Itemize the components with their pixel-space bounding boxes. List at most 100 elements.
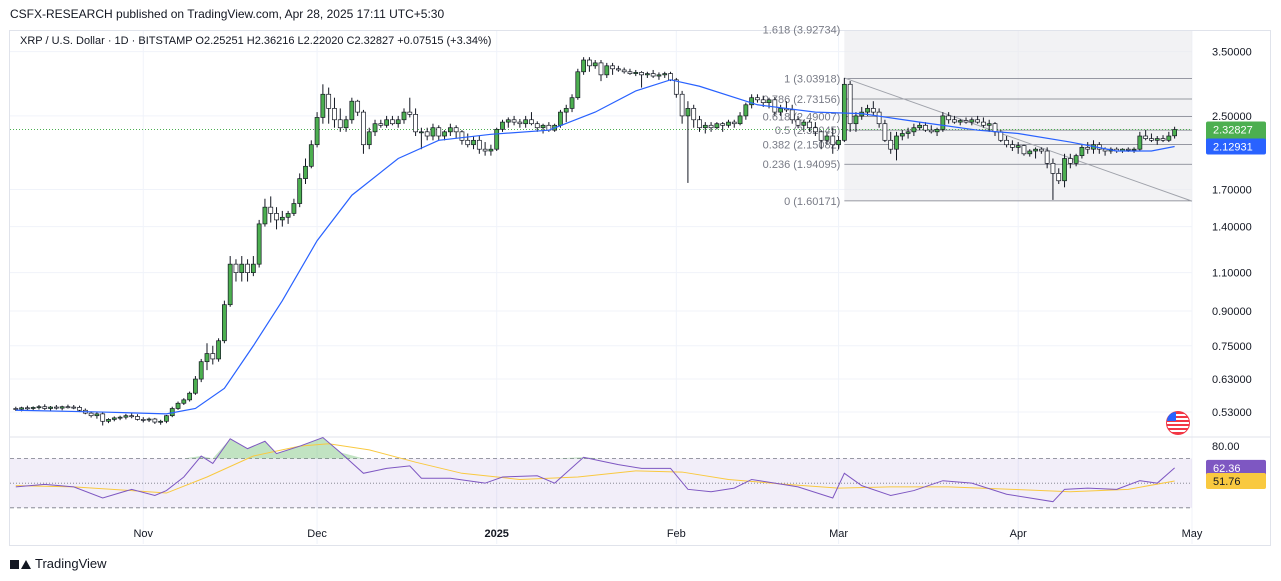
- candle: [1004, 136, 1009, 148]
- candle-body: [534, 123, 540, 129]
- candle: [135, 414, 140, 421]
- candle: [1062, 153, 1067, 188]
- candle-body: [981, 121, 986, 126]
- candle-body: [65, 406, 71, 409]
- candle: [1044, 147, 1050, 169]
- candle: [1033, 147, 1038, 159]
- candle: [204, 343, 210, 371]
- candle-body: [210, 353, 216, 360]
- candle: [59, 405, 65, 411]
- candle-body: [934, 128, 940, 133]
- candle-body: [488, 148, 494, 152]
- candle: [650, 69, 656, 78]
- candle-body: [818, 131, 824, 141]
- candle-body: [899, 133, 905, 137]
- candle-body: [1067, 158, 1073, 164]
- candle-body: [268, 206, 274, 214]
- candle-body: [1050, 162, 1056, 174]
- candle: [523, 115, 529, 128]
- candle: [737, 112, 743, 126]
- candle: [361, 109, 366, 154]
- candle: [500, 119, 505, 132]
- candle: [1166, 131, 1172, 143]
- candle: [946, 112, 952, 124]
- us-flag-icon[interactable]: [1166, 411, 1190, 435]
- candle-body: [847, 83, 853, 125]
- candle-body: [245, 263, 250, 273]
- candle: [923, 122, 928, 132]
- candle: [957, 118, 963, 126]
- candle-body: [685, 108, 691, 117]
- candle: [303, 158, 308, 185]
- candle-body: [668, 73, 673, 81]
- candle: [894, 131, 899, 161]
- candle: [285, 210, 291, 224]
- candle-body: [1085, 147, 1091, 150]
- candle-body: [917, 124, 923, 129]
- candle-body: [140, 419, 146, 421]
- candle-body: [384, 119, 389, 126]
- candle: [905, 127, 911, 139]
- candle: [511, 115, 517, 126]
- candle: [818, 130, 824, 150]
- candle: [1085, 142, 1091, 154]
- candle: [540, 123, 546, 134]
- moving-average-line: [15, 79, 1175, 415]
- candle: [830, 127, 836, 154]
- candle: [1160, 135, 1166, 143]
- candle: [633, 69, 639, 77]
- candle: [836, 136, 841, 150]
- candle-body: [135, 416, 140, 420]
- candle-body: [94, 413, 100, 417]
- candle-body: [465, 139, 471, 146]
- candle: [187, 391, 192, 402]
- candle: [529, 112, 534, 126]
- candle: [430, 123, 436, 141]
- candle-body: [760, 99, 766, 103]
- candle-body: [940, 115, 946, 130]
- candle-body: [708, 124, 714, 129]
- candle: [471, 136, 476, 150]
- candle-body: [569, 97, 575, 109]
- candle: [517, 118, 523, 128]
- candle-body: [442, 131, 447, 137]
- candle: [395, 115, 401, 128]
- price-axis-label: 1.10000: [1212, 268, 1252, 280]
- candle: [714, 122, 720, 130]
- candle-body: [1143, 135, 1149, 139]
- ma-value-tag: 2.12931: [1206, 138, 1266, 155]
- candle-body: [882, 123, 888, 141]
- candle: [899, 130, 905, 141]
- candle: [685, 101, 691, 183]
- candle: [917, 122, 923, 131]
- candle: [152, 417, 158, 424]
- candle: [720, 122, 726, 132]
- candle-body: [529, 119, 534, 125]
- candle: [245, 259, 250, 282]
- footer: TradingView: [10, 556, 107, 571]
- candle-body: [824, 135, 830, 141]
- candle-body: [888, 139, 894, 150]
- candle-body: [1010, 144, 1015, 148]
- candle: [210, 345, 216, 365]
- candle: [175, 401, 181, 410]
- candle: [876, 108, 882, 128]
- candle: [644, 71, 650, 78]
- candle: [297, 173, 303, 208]
- candle-body: [1073, 155, 1079, 164]
- candle-body: [558, 111, 563, 126]
- candle: [222, 300, 227, 344]
- candle-body: [436, 127, 442, 137]
- price-axis-label: 3.50000: [1212, 47, 1252, 59]
- candle-body: [975, 119, 980, 123]
- candle-body: [471, 139, 476, 146]
- candle: [940, 112, 946, 132]
- candle-body: [505, 119, 511, 123]
- candle-body: [616, 68, 621, 71]
- candle: [343, 115, 349, 132]
- candle-body: [992, 123, 998, 133]
- candle: [778, 104, 783, 116]
- candle: [239, 256, 245, 282]
- tradingview-logo-icon: [10, 558, 31, 570]
